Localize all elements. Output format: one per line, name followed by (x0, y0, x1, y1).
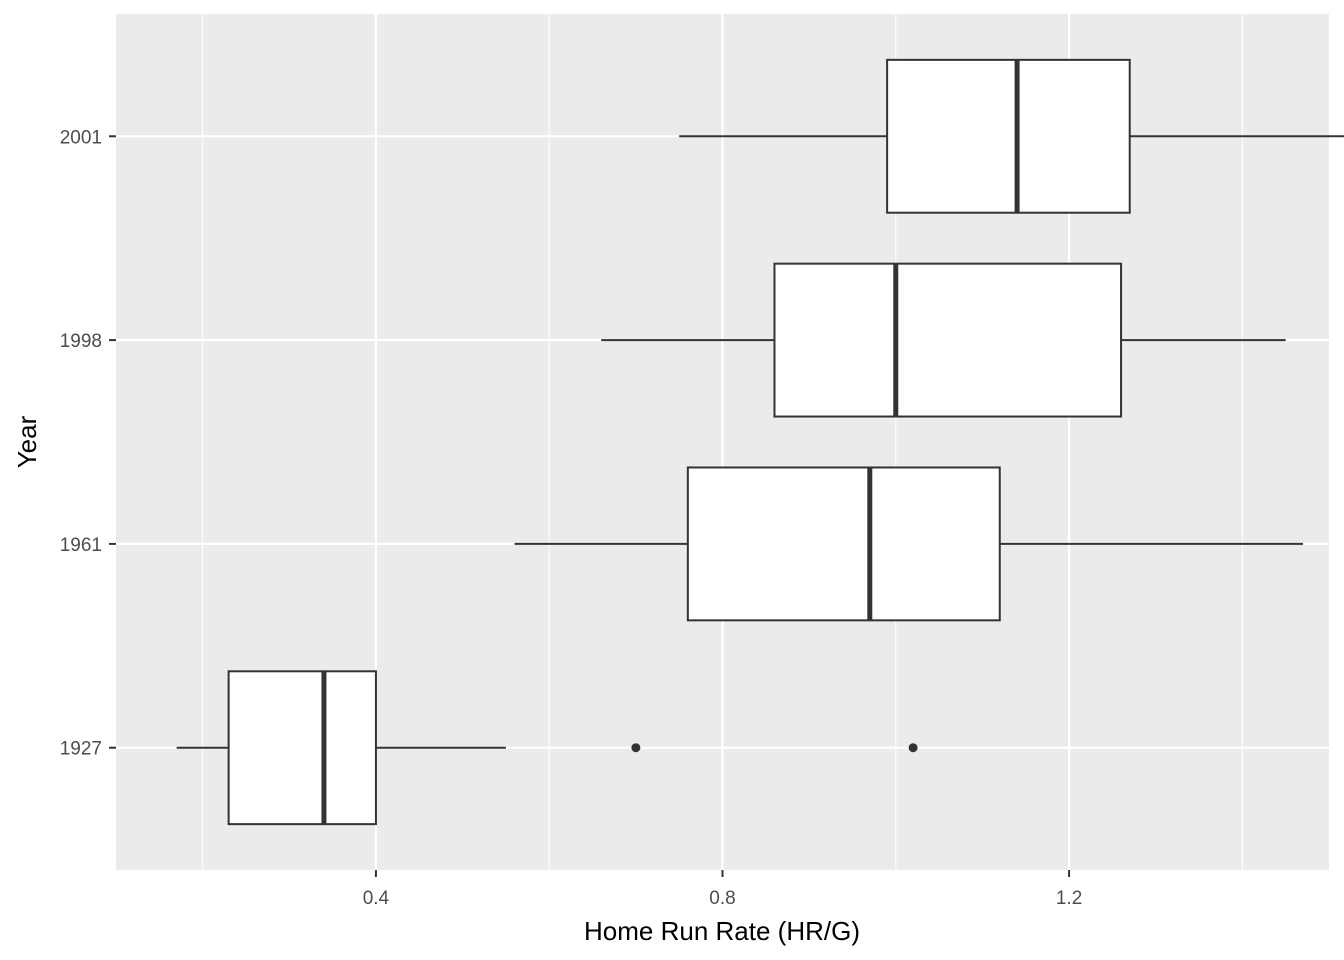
box-1961 (514, 466, 1304, 622)
x-tick-label: 1.2 (1056, 888, 1082, 909)
box-1927 (176, 670, 918, 826)
x-axis-title: Home Run Rate (HR/G) (584, 916, 860, 946)
axes: 0.4 0.8 1.2 1927 1961 1998 2001 (60, 127, 1083, 909)
box-iqr (686, 466, 1001, 622)
box-1998 (601, 262, 1286, 418)
x-tick-label: 0.8 (709, 888, 735, 909)
y-tick-label: 1927 (60, 739, 102, 760)
y-axis-title: Year (12, 415, 42, 468)
box-2001 (679, 58, 1344, 214)
box-iqr (886, 58, 1131, 214)
outlier-point (631, 743, 641, 753)
y-tick-label: 2001 (60, 127, 102, 148)
box-iqr (773, 262, 1123, 418)
x-tick-label: 0.4 (363, 888, 390, 909)
y-tick-label: 1961 (60, 535, 102, 556)
y-tick-label: 1998 (60, 331, 102, 352)
outlier-point (908, 743, 918, 753)
box-iqr (227, 670, 377, 826)
boxes (176, 58, 1344, 826)
